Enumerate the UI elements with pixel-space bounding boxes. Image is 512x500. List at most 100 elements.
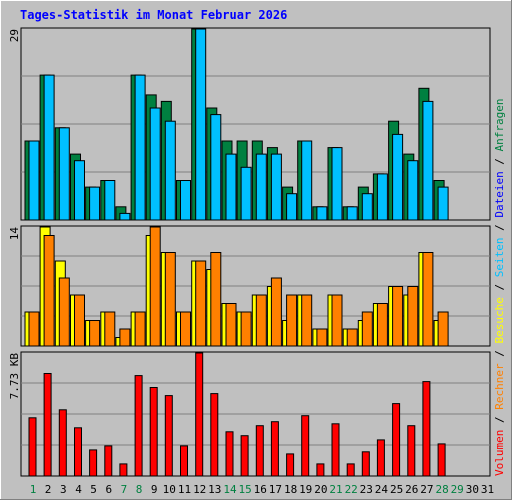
bar-volumen-day-16: [255, 425, 264, 477]
x-tick-label-day-17: 17: [269, 483, 282, 496]
chart-legend: Volumen / Rechner / Besuche / Seiten / D…: [493, 98, 506, 476]
bar-seiten-day-27: [422, 100, 434, 221]
legend-separator: /: [493, 410, 506, 430]
bar-seiten-day-7: [119, 212, 131, 221]
bar-volumen-day-23: [361, 451, 370, 477]
x-tick-label-day-12: 12: [193, 483, 206, 496]
bar-rechner-day-13: [210, 252, 222, 347]
x-tick-label-day-13: 13: [208, 483, 221, 496]
bar-rechner-day-10: [164, 252, 176, 347]
bar-rechner-day-22: [346, 328, 358, 347]
bar-seiten-day-2: [43, 74, 55, 221]
bar-volumen-day-26: [407, 425, 416, 477]
bar-volumen-day-12: [195, 352, 204, 477]
bar-rechner-day-11: [180, 311, 191, 347]
bar-volumen-day-28: [437, 443, 446, 477]
x-tick-label-day-4: 4: [75, 483, 82, 496]
bar-volumen-day-1: [28, 417, 37, 477]
bar-rechner-day-19: [301, 294, 313, 347]
bar-seiten-day-5: [89, 186, 101, 221]
x-tick-label-day-25: 25: [390, 483, 403, 496]
bar-volumen-day-17: [270, 421, 279, 477]
bar-seiten-day-21: [331, 147, 343, 221]
bar-volumen-day-15: [240, 435, 249, 477]
bar-volumen-day-3: [58, 409, 67, 477]
x-tick-label-day-29: 29: [451, 483, 464, 496]
x-tick-label-day-6: 6: [105, 483, 112, 496]
bar-seiten-day-26: [407, 160, 419, 221]
x-tick-label-day-24: 24: [375, 483, 389, 496]
y-axis-max-label: 7.73 KB: [8, 353, 21, 400]
bar-volumen-day-6: [104, 445, 113, 477]
x-tick-label-day-20: 20: [314, 483, 327, 496]
y-axis-max-label: 29: [8, 29, 21, 42]
bar-rechner-day-4: [74, 294, 85, 347]
legend-separator: /: [493, 151, 506, 171]
bar-volumen-day-18: [286, 453, 295, 477]
x-tick-label-day-1: 1: [30, 483, 37, 496]
panel-volume: 7.73 KB: [8, 351, 491, 477]
bar-rechner-day-25: [392, 286, 404, 347]
x-tick-label-day-10: 10: [163, 483, 176, 496]
bar-seiten-day-24: [376, 173, 388, 221]
bar-rechner-day-14: [225, 303, 237, 347]
x-tick-label-day-18: 18: [284, 483, 297, 496]
bar-volumen-day-25: [392, 403, 401, 477]
bar-volumen-day-10: [164, 395, 173, 477]
bar-rechner-day-27: [422, 252, 434, 347]
bar-rechner-day-6: [104, 311, 116, 347]
bar-seiten-day-8: [134, 74, 146, 221]
x-tick-label-day-9: 9: [151, 483, 158, 496]
bar-volumen-day-8: [134, 375, 143, 477]
bar-seiten-day-11: [180, 180, 191, 221]
legend-entry-dateien: Dateien: [493, 171, 506, 217]
bar-seiten-day-19: [301, 140, 313, 221]
panels: 29 14 7.73 KB: [8, 27, 491, 477]
bar-seiten-day-12: [195, 28, 207, 221]
x-tick-label-day-22: 22: [345, 483, 358, 496]
bar-seiten-day-9: [149, 107, 161, 221]
bar-seiten-day-3: [58, 127, 70, 221]
x-tick-label-day-19: 19: [299, 483, 312, 496]
bar-rechner-day-3: [58, 277, 70, 347]
x-tick-label-day-5: 5: [90, 483, 97, 496]
legend-entry-volumen: Volumen: [493, 430, 506, 476]
bar-seiten-day-20: [316, 206, 328, 221]
bar-rechner-day-28: [437, 311, 449, 347]
x-tick-label-day-8: 8: [136, 483, 143, 496]
bar-volumen-day-21: [331, 423, 340, 477]
bar-seiten-day-23: [361, 193, 373, 221]
bar-volumen-day-2: [43, 373, 52, 477]
x-tick-label-day-7: 7: [121, 483, 128, 496]
bar-seiten-day-13: [210, 114, 222, 221]
chart-title: Tages-Statistik im Monat Februar 2026: [20, 8, 287, 22]
bar-volumen-day-13: [210, 393, 219, 477]
x-tick-label-day-28: 28: [435, 483, 448, 496]
legend-entry-rechner: Rechner: [493, 363, 506, 410]
bar-volumen-day-27: [422, 381, 431, 477]
bar-seiten-day-15: [240, 166, 252, 221]
bar-volumen-day-19: [301, 415, 310, 477]
bar-rechner-day-5: [89, 320, 101, 347]
x-tick-label-day-26: 26: [405, 483, 418, 496]
x-tick-label-day-30: 30: [466, 483, 479, 496]
bar-volumen-day-20: [316, 463, 325, 477]
bar-volumen-day-11: [180, 445, 188, 477]
bar-rechner-day-23: [361, 311, 373, 347]
legend-entry-seiten: Seiten: [493, 238, 506, 278]
bar-rechner-day-2: [43, 235, 55, 347]
bar-rechner-day-1: [28, 311, 40, 347]
bar-rechner-day-20: [316, 328, 328, 347]
x-tick-label-day-31: 31: [481, 483, 494, 496]
bar-volumen-day-24: [376, 439, 385, 477]
bar-volumen-day-9: [149, 387, 158, 477]
bar-rechner-day-8: [134, 311, 146, 347]
bar-seiten-day-16: [255, 153, 267, 221]
bar-seiten-day-6: [104, 180, 116, 221]
bar-seiten-day-17: [270, 153, 282, 221]
x-axis-labels: 1 2 3 4 5 6 7 8 9 10 11 12 13 14 15 16 17 18 19 20 21 22 23 24 2…: [30, 483, 494, 496]
bar-rechner-day-15: [240, 311, 252, 347]
